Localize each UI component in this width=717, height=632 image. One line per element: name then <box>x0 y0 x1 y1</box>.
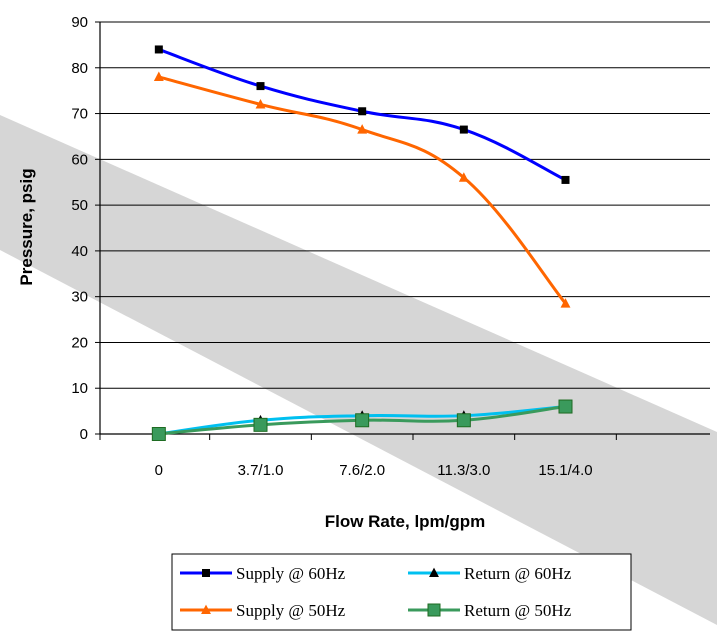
y-tick-label: 90 <box>71 14 88 31</box>
y-tick-label: 20 <box>71 334 88 351</box>
x-tick-label: 3.7/1.0 <box>238 462 284 479</box>
data-point <box>153 71 164 81</box>
x-tick-label: 0 <box>155 462 163 479</box>
data-point <box>558 399 573 414</box>
y-tick-label: 40 <box>71 243 88 260</box>
x-axis-title: Flow Rate, lpm/gpm <box>325 512 486 531</box>
legend-entry: Supply @ 50Hz <box>180 601 346 620</box>
legend-marker <box>429 567 439 578</box>
x-tick-label: 7.6/2.0 <box>339 462 385 479</box>
legend-label: Supply @ 50Hz <box>236 601 346 620</box>
data-point <box>355 413 370 428</box>
data-point <box>253 417 268 432</box>
data-point <box>255 99 266 109</box>
series-supply-60hz <box>154 45 570 184</box>
legend-marker <box>202 569 210 577</box>
legend-entry: Supply @ 60Hz <box>180 564 346 583</box>
y-tick-label: 0 <box>80 426 88 443</box>
data-point <box>561 175 570 184</box>
data-point <box>256 82 265 91</box>
y-tick-label: 30 <box>71 289 88 306</box>
axes: 0 10 20 30 40 50 60 70 80 90 0 3.7/1.0 7.6/2.0 11.3/3… <box>71 14 710 479</box>
y-tick-label: 70 <box>71 106 88 123</box>
gridlines <box>100 21 710 389</box>
background-shade-band <box>0 115 717 625</box>
y-tick-label: 60 <box>71 151 88 168</box>
series-return-50hz <box>151 399 573 441</box>
legend-label: Return @ 50Hz <box>464 601 572 620</box>
data-point <box>459 125 468 134</box>
data-point <box>458 172 469 182</box>
legend-marker <box>201 604 211 615</box>
series-lines <box>151 45 573 441</box>
data-point <box>151 427 166 441</box>
series-supply-50hz <box>153 71 571 308</box>
data-point <box>560 298 571 308</box>
legend-marker <box>427 603 441 617</box>
y-tick-label: 10 <box>71 380 88 397</box>
data-point <box>456 413 471 428</box>
legend-label: Supply @ 60Hz <box>236 564 346 583</box>
legend-label: Return @ 60Hz <box>464 564 572 583</box>
legend-entry: Return @ 60Hz <box>408 564 572 583</box>
y-tick-label: 80 <box>71 60 88 77</box>
y-axis-title: Pressure, psig <box>17 168 36 285</box>
legend-box <box>171 553 632 631</box>
data-point <box>154 45 163 54</box>
data-point <box>357 124 368 134</box>
x-tick-label: 15.1/4.0 <box>538 462 592 479</box>
legend-entry: Return @ 50Hz <box>408 601 572 620</box>
data-point <box>358 107 367 116</box>
y-tick-label: 50 <box>71 197 88 214</box>
legend: Supply @ 60Hz Return @ 60Hz Supply @ 50Hz R… <box>171 553 632 631</box>
x-tick-label: 11.3/3.0 <box>437 462 490 479</box>
